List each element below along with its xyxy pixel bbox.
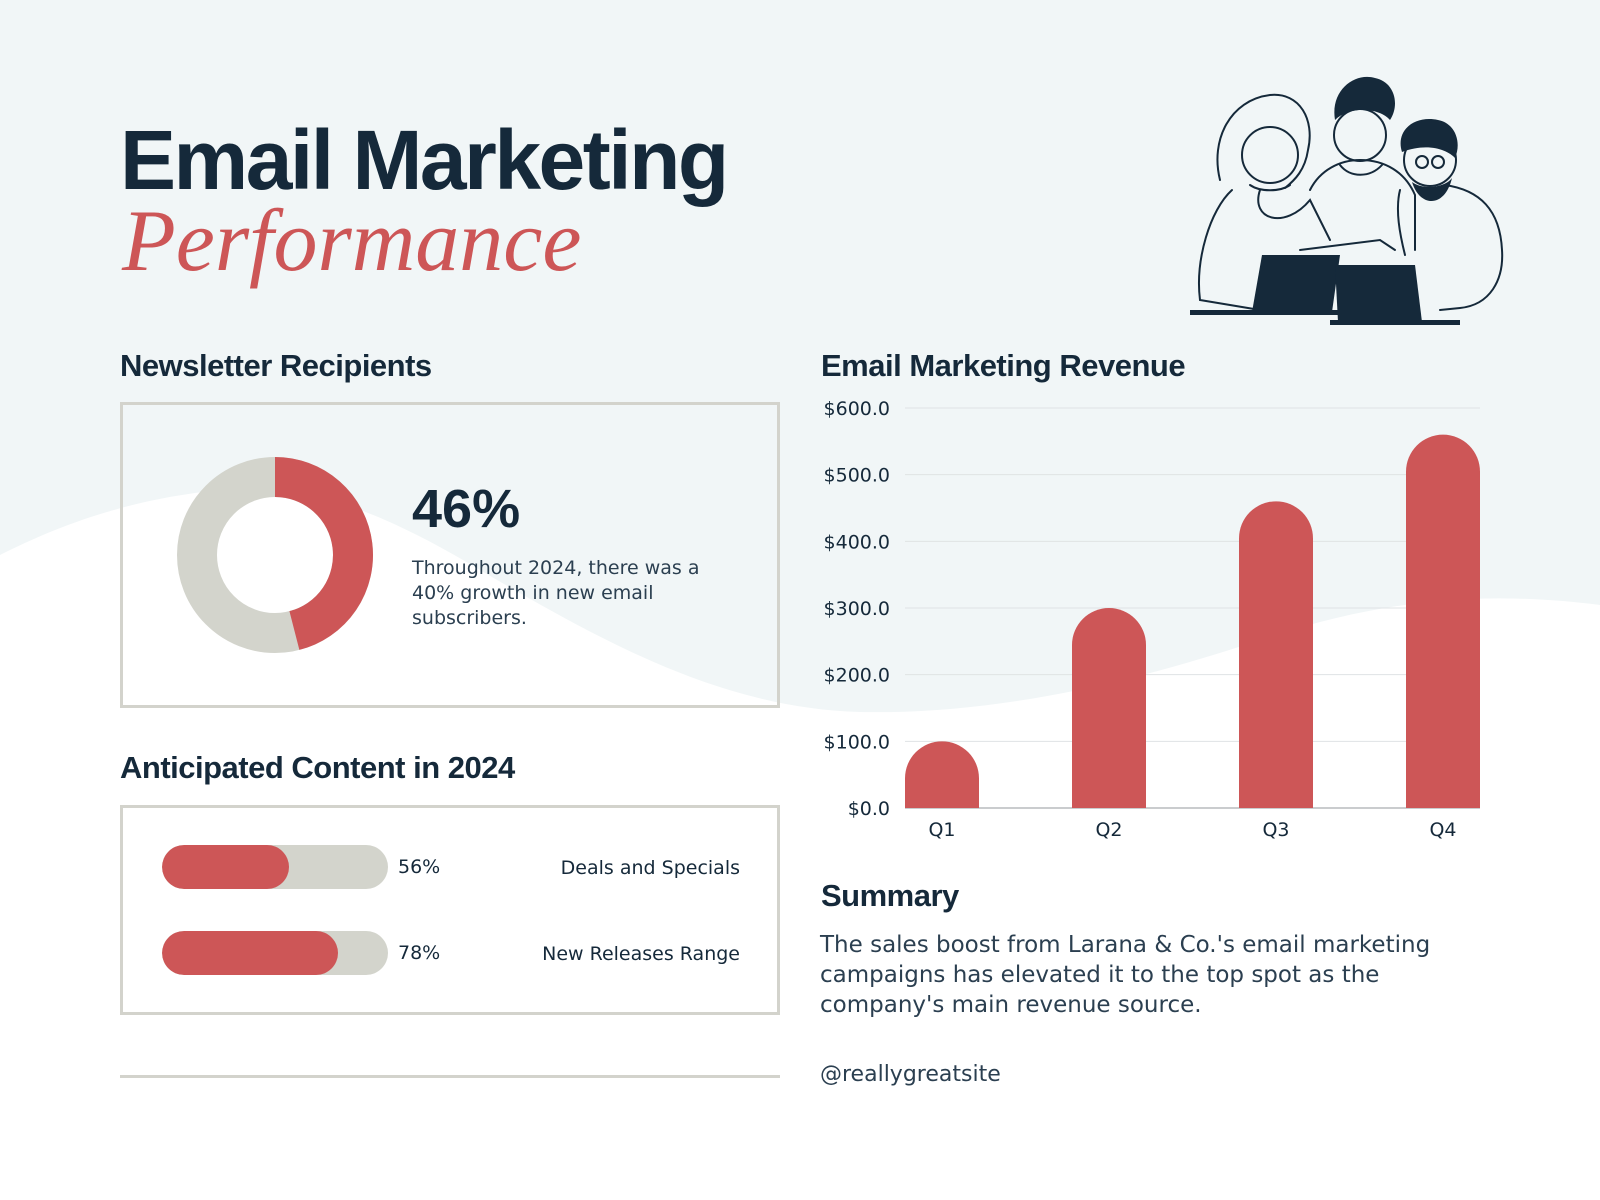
x-tick-label: Q2 [1095, 819, 1122, 841]
x-tick-label: Q4 [1429, 819, 1456, 841]
x-tick-label: Q3 [1262, 819, 1289, 841]
deals-percent: 56% [398, 856, 441, 878]
deals-progress-fill [162, 845, 289, 889]
revenue-bar-chart: $0.0 $100.0 $200.0 $300.0 $400.0 $500.0 $600.0… [824, 398, 1480, 841]
y-tick-label: $200.0 [824, 665, 890, 687]
page-title: Email Marketing [120, 113, 729, 207]
releases-progress-fill [162, 931, 339, 975]
revenue-bar [905, 741, 979, 808]
newsletter-section-title: Newsletter Recipients [120, 348, 432, 383]
newsletter-percent: 46% [412, 479, 521, 539]
y-tick-label: $100.0 [824, 731, 890, 753]
releases-label: New Releases Range [542, 943, 740, 965]
newsletter-donut-chart [177, 457, 373, 653]
releases-progress-track [162, 931, 388, 975]
page-subtitle: Performance [122, 193, 582, 290]
summary-title: Summary [821, 878, 959, 913]
team-at-laptops-icon [1190, 76, 1504, 325]
revenue-section-title: Email Marketing Revenue [821, 348, 1186, 383]
content-section-title: Anticipated Content in 2024 [120, 750, 515, 785]
revenue-bar [1072, 608, 1146, 808]
newsletter-note: Throughout 2024, there was a 40% growth … [412, 557, 700, 629]
deals-progress-track [162, 845, 388, 889]
deals-label: Deals and Specials [560, 857, 740, 879]
footer-divider [120, 1075, 780, 1078]
footer-handle: @reallygreatsite [820, 1062, 1001, 1087]
y-tick-label: $400.0 [824, 531, 890, 553]
newsletter-card [120, 402, 780, 708]
content-card [120, 805, 780, 1015]
revenue-bar [1406, 434, 1480, 808]
x-tick-label: Q1 [928, 819, 955, 841]
y-tick-label: $600.0 [824, 398, 890, 420]
y-tick-label: $300.0 [824, 598, 890, 620]
summary-text: The sales boost from Larana & Co.'s emai… [820, 932, 1431, 1018]
donut-value-arc [274, 457, 373, 650]
revenue-bar [1239, 501, 1313, 808]
y-tick-label: $0.0 [848, 798, 890, 820]
y-tick-label: $500.0 [824, 465, 890, 487]
releases-percent: 78% [398, 942, 441, 964]
